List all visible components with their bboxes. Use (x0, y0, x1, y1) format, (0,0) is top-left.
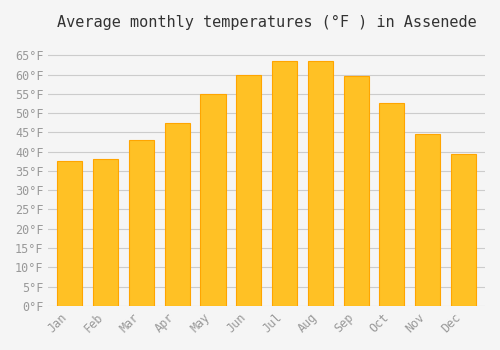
Bar (93, 159, 118, 306)
Bar (344, 76, 368, 306)
Bar (129, 140, 154, 306)
Bar (58, 161, 82, 306)
Bar (236, 75, 262, 306)
Bar (380, 104, 404, 306)
Bar (272, 61, 297, 306)
Title: Average monthly temperatures (°F ) in Assenede: Average monthly temperatures (°F ) in As… (57, 15, 476, 30)
Bar (200, 94, 226, 306)
Bar (415, 134, 440, 306)
Bar (451, 154, 476, 306)
Bar (308, 61, 333, 306)
Bar (164, 123, 190, 306)
